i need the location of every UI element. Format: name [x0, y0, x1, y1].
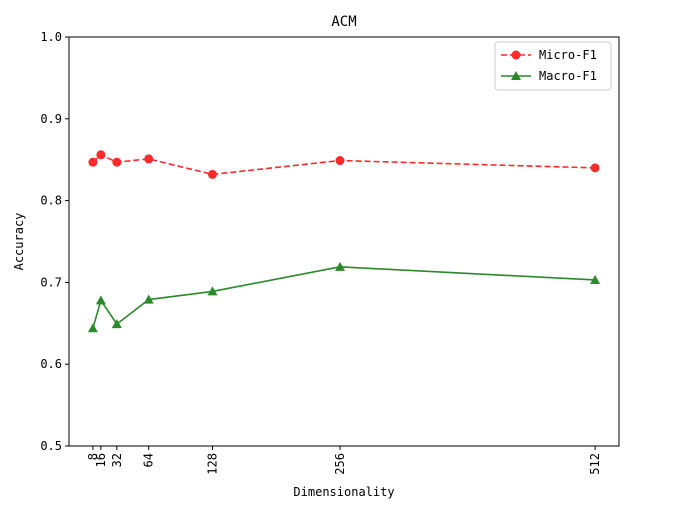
x-axis-label: Dimensionality	[293, 485, 394, 499]
x-tick-label: 256	[333, 453, 347, 475]
series-layer	[87, 150, 601, 333]
data-point	[143, 294, 154, 304]
legend-item: Macro-F1	[501, 69, 597, 83]
data-point	[207, 169, 217, 179]
legend-label: Micro-F1	[539, 48, 597, 62]
legend-marker	[511, 50, 521, 60]
data-point	[96, 150, 106, 160]
series-line	[92, 266, 596, 329]
data-point	[144, 154, 154, 164]
data-point	[590, 163, 600, 173]
y-axis-label: Accuracy	[12, 213, 26, 271]
series-micro-f1	[88, 150, 600, 179]
x-axis: 816 32 64 128 256 512	[86, 446, 602, 475]
data-point	[111, 319, 122, 329]
plot-frame	[68, 36, 620, 447]
data-point	[87, 323, 98, 333]
legend-marker	[511, 71, 521, 80]
y-tick-label: 1.0	[40, 30, 62, 44]
y-tick-label: 0.7	[40, 275, 62, 289]
y-tick-label: 0.5	[40, 439, 62, 453]
chart-title: ACM	[331, 14, 356, 30]
y-tick-label: 0.8	[40, 194, 62, 208]
x-tick-label: 8	[86, 453, 100, 460]
y-tick-label: 0.9	[40, 112, 62, 126]
x-tick-label: 32	[110, 453, 124, 467]
legend: Micro-F1 Macro-F1	[494, 41, 612, 91]
x-tick-label: 16	[94, 453, 108, 467]
data-point	[207, 286, 218, 296]
x-tick-label: 128	[205, 453, 219, 475]
series-line	[92, 153, 596, 176]
legend-box	[494, 41, 612, 91]
x-tick-label: 64	[142, 453, 156, 467]
series-macro-f1	[87, 261, 601, 333]
data-point	[95, 295, 106, 305]
y-tick-label: 0.6	[40, 357, 62, 371]
x-tick-label: 512	[588, 453, 602, 475]
y-axis: 0.5 0.6 0.7 0.8 0.9 1.0	[40, 30, 69, 453]
data-point	[590, 274, 601, 284]
legend-label: Macro-F1	[539, 69, 597, 83]
data-point	[88, 157, 98, 167]
data-point	[112, 157, 122, 167]
data-point	[335, 261, 346, 271]
legend-item: Micro-F1	[501, 48, 597, 62]
data-point	[335, 156, 345, 166]
